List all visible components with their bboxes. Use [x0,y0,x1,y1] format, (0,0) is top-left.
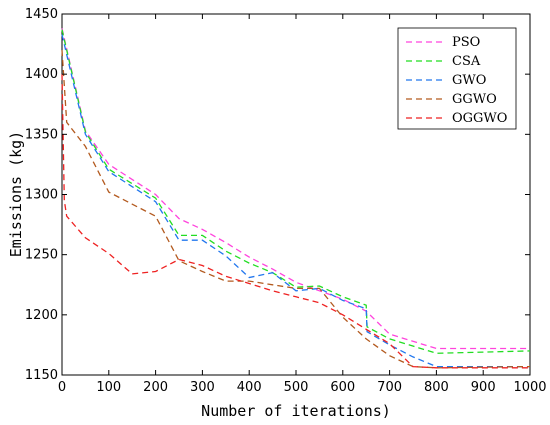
x-tick-label: 400 [237,380,262,395]
series-line-ggwo [61,50,531,369]
x-tick-label: 500 [284,380,309,395]
x-tick-label: 0 [58,380,66,395]
series-line-oggwo [61,74,530,369]
x-tick-label: 1000 [513,380,546,395]
x-tick-label: 800 [424,380,449,395]
legend-label-gwo: GWO [452,73,486,88]
legend-label-csa: CSA [452,54,481,69]
x-tick-label: 200 [143,380,168,395]
legend-label-oggwo: OGGWO [452,111,507,126]
x-tick-label: 900 [471,380,496,395]
y-tick-label: 1150 [25,368,58,383]
legend: PSO CSA GWO GGWO OGGWO [397,27,517,130]
y-tick-label: 1300 [25,188,58,203]
legend-label-ggwo: GGWO [452,92,497,107]
y-tick-label: 1250 [25,248,58,263]
x-tick-label: 300 [190,380,215,395]
y-tick-label: 1350 [25,127,58,142]
series-layer [61,28,531,369]
y-axis-title: Emissions (kg) [7,131,25,257]
legend-box [397,27,517,130]
series-line-pso [61,28,530,350]
x-tick-label: 100 [96,380,121,395]
x-axis-title: Number of iterations) [201,402,391,420]
y-tick-label: 1200 [25,308,58,323]
x-tick-label: 600 [330,380,355,395]
x-tick-label: 700 [377,380,402,395]
legend-label-pso: PSO [452,35,480,50]
tick-layer: 0 100 200 300 400 500 600 700 800 900 1000 1150 1200… [25,7,547,395]
y-tick-label: 1400 [25,67,58,82]
y-tick-label: 1450 [25,7,58,22]
